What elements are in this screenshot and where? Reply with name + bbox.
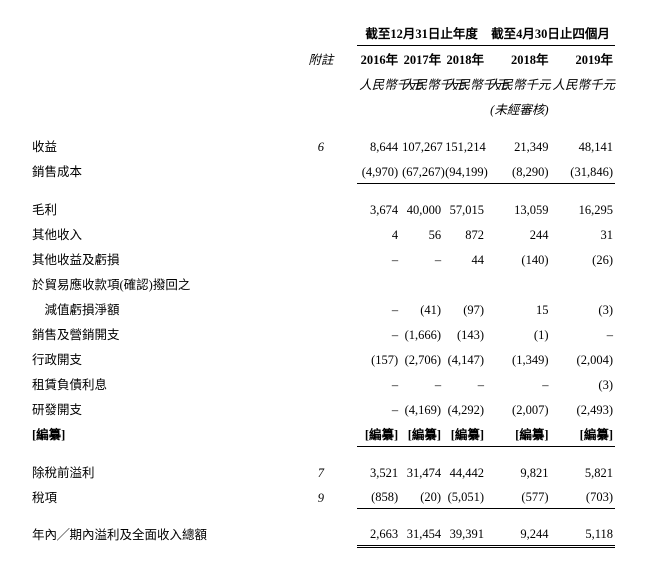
table-row: 稅項 9 (858) (20) (5,051) (577) (703): [30, 484, 615, 509]
unit-label: 人民幣千元: [443, 71, 486, 96]
note-header: 附註: [284, 46, 357, 72]
table-row-total: 年內╱期內溢利及全面收入總額 2,663 31,454 39,391 9,244…: [30, 521, 615, 546]
unit-label: 人民幣千元: [357, 71, 400, 96]
unit-label: 人民幣千元: [486, 71, 550, 96]
col-2017: 2017年: [400, 46, 443, 72]
table-row: [編纂] [編纂] [編纂] [編纂] [編纂] [編纂]: [30, 421, 615, 447]
income-statement-table: 截至12月31日止年度 截至4月30日止四個月 附註 2016年 2017年 2…: [30, 20, 615, 548]
table-row: 租賃負債利息 – – – – (3): [30, 371, 615, 396]
col-2018-4mo: 2018年: [486, 46, 550, 72]
table-row: 除稅前溢利 7 3,521 31,474 44,442 9,821 5,821: [30, 459, 615, 484]
table-row: 於貿易應收款項(確認)撥回之: [30, 271, 615, 296]
table-row: 其他收入 4 56 872 244 31: [30, 221, 615, 246]
unit-label: 人民幣千元: [400, 71, 443, 96]
unit-label: 人民幣千元: [550, 71, 615, 96]
period-year-header: 截至12月31日止年度: [357, 20, 486, 46]
col-2018: 2018年: [443, 46, 486, 72]
unaudited-label: (未經審核): [486, 96, 550, 121]
table-row: 研發開支 – (4,169) (4,292) (2,007) (2,493): [30, 396, 615, 421]
table-row: 其他收益及虧損 – – 44 (140) (26): [30, 246, 615, 271]
table-row: 銷售成本 (4,970) (67,267) (94,199) (8,290) (…: [30, 158, 615, 183]
col-2019-4mo: 2019年: [550, 46, 615, 72]
table-row: 銷售及營銷開支 – (1,666) (143) (1) –: [30, 321, 615, 346]
table-row: 行政開支 (157) (2,706) (4,147) (1,349) (2,00…: [30, 346, 615, 371]
table-row: 收益 6 8,644 107,267 151,214 21,349 48,141: [30, 133, 615, 158]
period-4month-header: 截至4月30日止四個月: [486, 20, 615, 46]
table-row: 毛利 3,674 40,000 57,015 13,059 16,295: [30, 196, 615, 221]
col-2016: 2016年: [357, 46, 400, 72]
table-row: 減值虧損淨額 – (41) (97) 15 (3): [30, 296, 615, 321]
